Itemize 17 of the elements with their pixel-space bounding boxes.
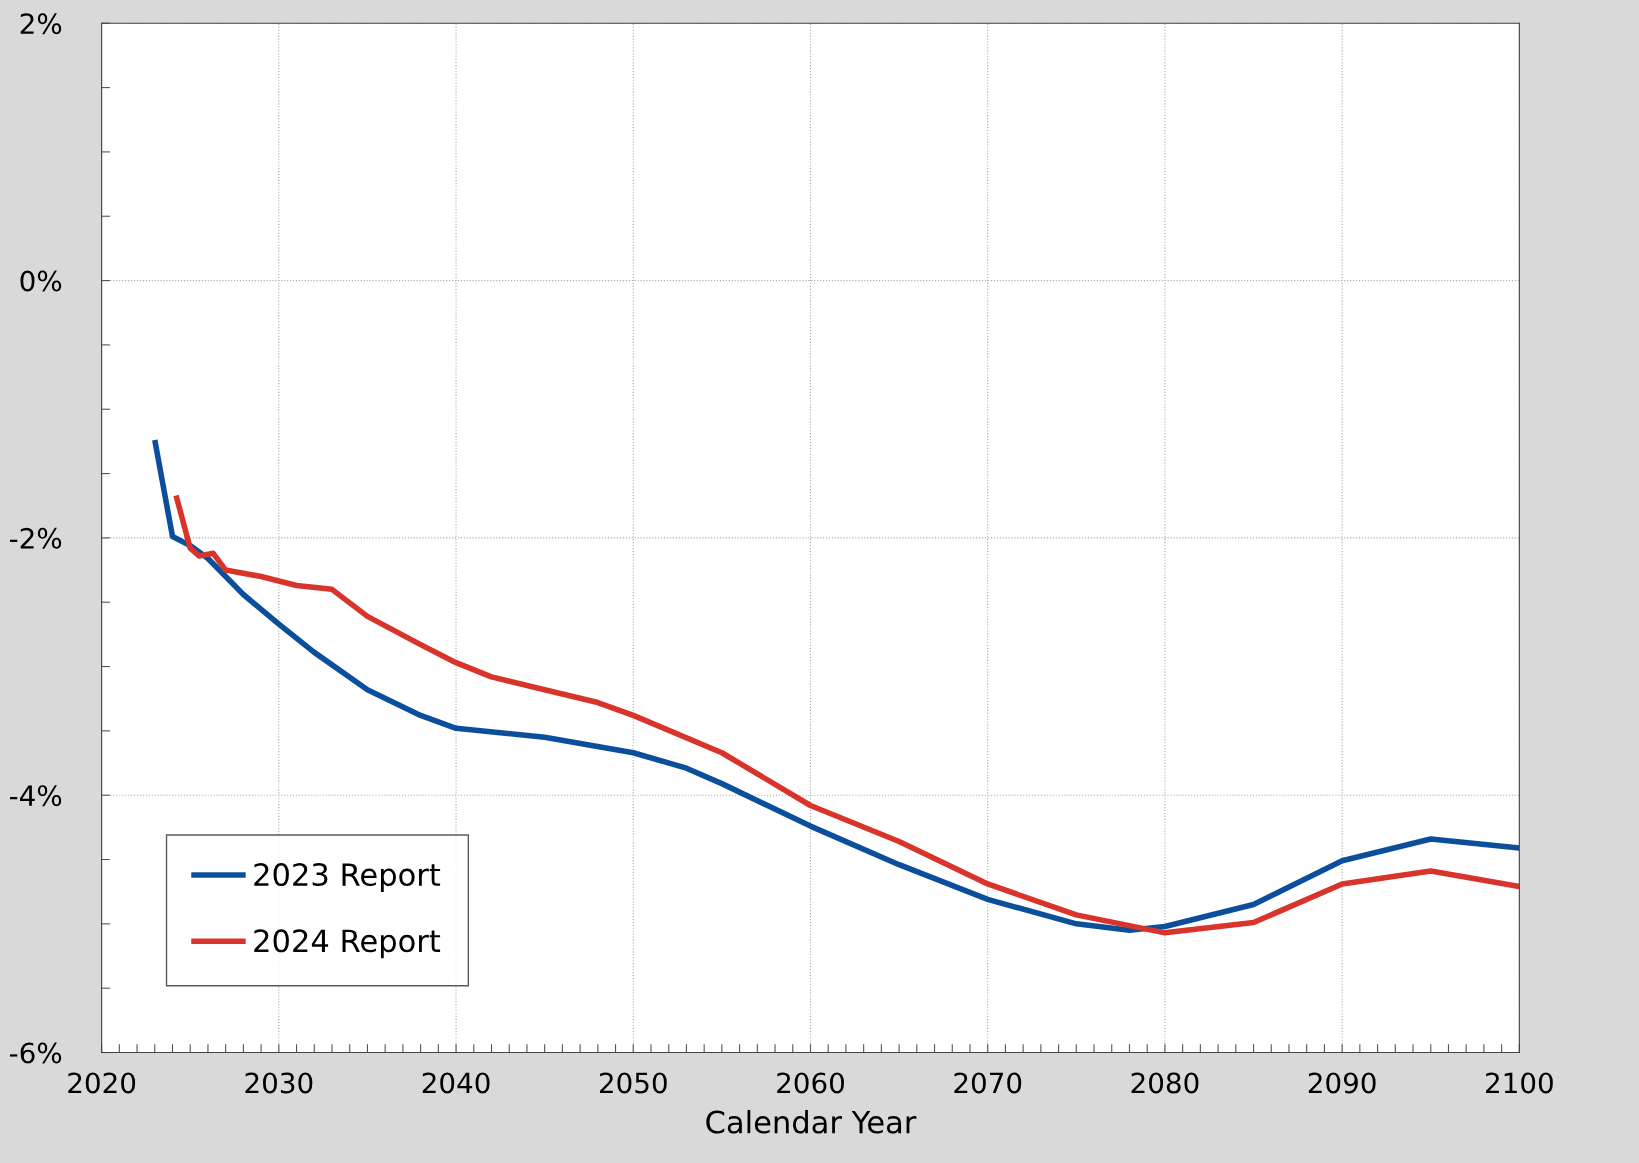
x-tick-label: 2060	[777, 1072, 844, 1094]
y-tick-label: -2%	[10, 527, 62, 549]
y-tick-label: 2%	[20, 13, 62, 35]
x-tick-label: 2080	[1131, 1072, 1199, 1094]
legend-label: 2023 Report	[254, 863, 441, 893]
x-tick-label: 2040	[422, 1072, 490, 1094]
x-tick-label: 2070	[954, 1072, 1022, 1094]
x-tick-label: 2090	[1308, 1072, 1376, 1094]
x-tick-label: 2100	[1486, 1072, 1553, 1094]
x-tick-label: 2050	[599, 1072, 667, 1094]
x-tick-label: 2020	[68, 1072, 136, 1094]
y-tick-label: 0%	[20, 270, 62, 292]
legend-label: 2024 Report	[254, 929, 441, 959]
x-axis-title: Calendar Year	[706, 1109, 917, 1134]
x-tick-label: 2030	[245, 1072, 313, 1094]
y-tick-label: -6%	[10, 1042, 62, 1064]
y-tick-label: -4%	[10, 785, 62, 807]
